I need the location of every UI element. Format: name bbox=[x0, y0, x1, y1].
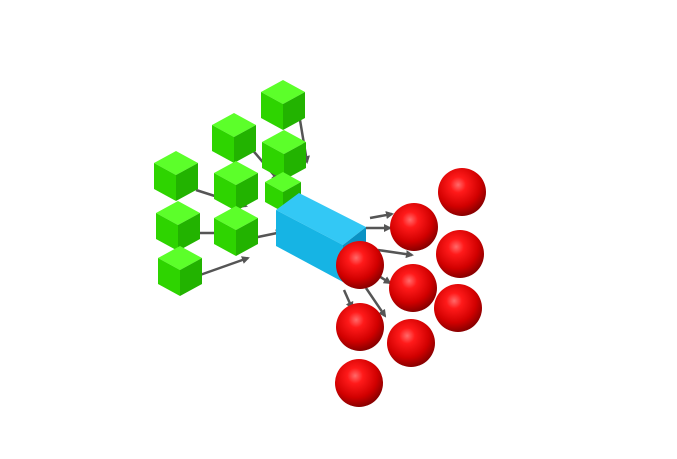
output-spheres bbox=[335, 168, 486, 407]
output-sphere bbox=[335, 359, 383, 407]
output-sphere bbox=[434, 284, 482, 332]
input-cube bbox=[261, 80, 305, 130]
arrow bbox=[377, 248, 414, 259]
input-cube bbox=[154, 151, 198, 201]
input-cube bbox=[262, 130, 306, 180]
input-cube bbox=[214, 161, 258, 211]
input-cube bbox=[156, 201, 200, 251]
arrow bbox=[364, 287, 387, 318]
output-sphere bbox=[438, 168, 486, 216]
output-sphere bbox=[436, 230, 484, 278]
input-cube bbox=[158, 246, 202, 296]
output-sphere bbox=[387, 319, 435, 367]
output-sphere bbox=[336, 241, 384, 289]
input-cube bbox=[212, 113, 256, 163]
input-cube bbox=[265, 172, 301, 212]
arrow bbox=[199, 256, 250, 277]
output-sphere bbox=[336, 303, 384, 351]
input-cubes bbox=[154, 80, 306, 296]
arrow bbox=[369, 211, 394, 220]
output-sphere bbox=[389, 264, 437, 312]
input-cube bbox=[214, 206, 258, 256]
output-sphere bbox=[390, 203, 438, 251]
